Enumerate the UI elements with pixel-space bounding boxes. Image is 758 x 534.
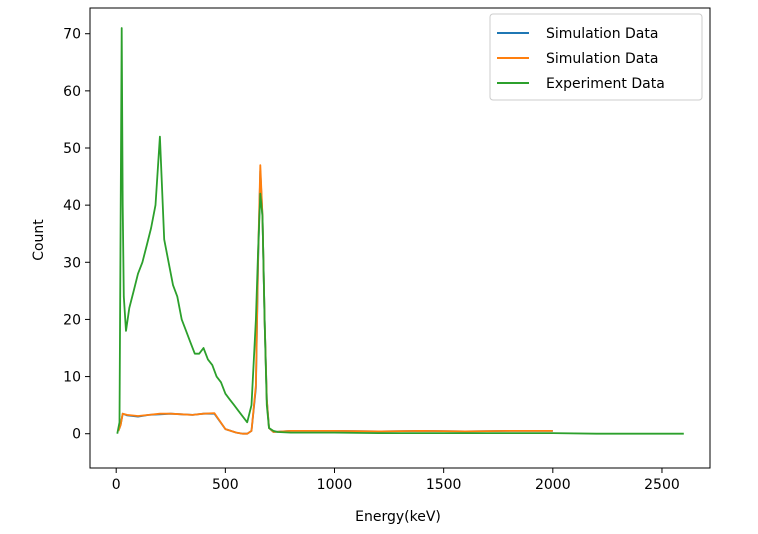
- series-line-2: [117, 164, 553, 435]
- y-tick-label: 50: [63, 141, 81, 157]
- y-tick-label: 70: [63, 27, 81, 43]
- x-tick-label: 2500: [644, 477, 680, 493]
- legend: Simulation Data Simulation Data Experiment…: [489, 13, 703, 101]
- x-tick-label: 500: [212, 477, 239, 493]
- legend-label: Simulation Data: [546, 26, 658, 42]
- x-tick-label: 1000: [317, 477, 353, 493]
- y-axis-label: Count: [31, 219, 47, 261]
- legend-frame: [489, 13, 703, 101]
- legend-entries: Simulation Data Simulation Data Experiment…: [497, 26, 665, 92]
- x-tick-label: 2000: [535, 477, 571, 493]
- y-tick-label: 20: [63, 312, 81, 328]
- y-tick-label: 10: [63, 370, 81, 386]
- series-line-3: [116, 27, 684, 435]
- y-axis: 0 10 20 30 40 50 60 70: [63, 27, 90, 443]
- y-tick-label: 60: [63, 84, 81, 100]
- x-axis: 0 500 1000 1500 2000 2500: [112, 468, 680, 493]
- y-tick-label: 30: [63, 255, 81, 271]
- y-tick-label: 0: [72, 427, 81, 443]
- x-axis-label: Energy(keV): [355, 509, 441, 525]
- x-tick-label: 1500: [426, 477, 462, 493]
- y-tick-label: 40: [63, 198, 81, 214]
- legend-label: Experiment Data: [546, 76, 665, 92]
- legend-label: Simulation Data: [546, 51, 658, 67]
- series-layer: [116, 27, 684, 435]
- x-tick-label: 0: [112, 477, 121, 493]
